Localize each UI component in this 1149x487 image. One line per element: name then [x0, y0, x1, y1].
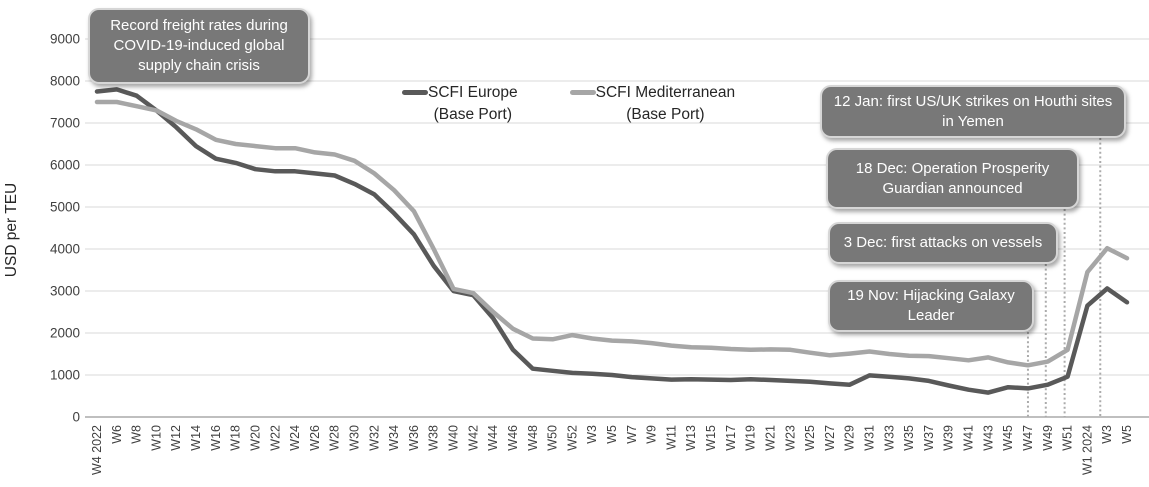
x-tick-label: W25 — [803, 425, 817, 451]
x-tick-label: W7 — [625, 425, 639, 444]
y-tick-label: 9000 — [50, 32, 80, 47]
legend: SCFI Europe (Base Port) SCFI Mediterrane… — [402, 82, 735, 127]
x-tick-label: W32 — [367, 425, 381, 451]
x-tick-label: W28 — [328, 425, 342, 451]
x-tick-label: W14 — [189, 425, 203, 451]
x-tick-label: W50 — [546, 425, 560, 451]
y-tick-label: 1000 — [50, 368, 80, 383]
x-tick-label: W18 — [229, 425, 243, 451]
x-tick-label: W3 — [1100, 425, 1114, 444]
x-tick-label: W15 — [704, 425, 718, 451]
legend-label-europe: SCFI Europe — [428, 84, 518, 101]
x-tick-label: W24 — [288, 425, 302, 451]
x-tick-label: W21 — [763, 425, 777, 451]
x-tick-label: W51 — [1061, 425, 1075, 451]
x-tick-label: W16 — [209, 425, 223, 451]
legend-entry-scfi-mediterranean: SCFI Mediterranean (Base Port) — [569, 82, 736, 127]
x-tick-label: W36 — [407, 425, 421, 451]
x-tick-label: W8 — [130, 425, 144, 444]
x-tick-label: W9 — [645, 425, 659, 444]
x-tick-label: W48 — [526, 425, 540, 451]
series-line-scfi-europe — [94, 87, 1130, 395]
x-tick-label: W17 — [724, 425, 738, 451]
legend-sublabel-europe: (Base Port) — [433, 106, 512, 124]
legend-entry-scfi-europe: SCFI Europe (Base Port) — [402, 82, 518, 127]
x-tick-label: W30 — [348, 425, 362, 451]
annotation-dec3-first-attacks: 3 Dec: first attacks on vessels — [828, 222, 1058, 264]
x-tick-label: W35 — [902, 425, 916, 451]
x-tick-label: W12 — [169, 425, 183, 451]
y-tick-label: 5000 — [50, 200, 80, 215]
x-tick-label: W26 — [308, 425, 322, 451]
x-tick-label: W44 — [486, 425, 500, 451]
x-tick-label: W20 — [248, 425, 262, 451]
x-tick-label: W3 — [585, 425, 599, 444]
x-tick-label: W34 — [387, 425, 401, 451]
x-tick-label: W41 — [962, 425, 976, 451]
annotation-nov19-hijacking: 19 Nov: Hijacking Galaxy Leader — [828, 280, 1034, 332]
x-tick-label: W47 — [1021, 425, 1035, 451]
x-tick-label: W5 — [1120, 425, 1134, 444]
y-tick-label: 3000 — [50, 284, 80, 299]
x-tick-label: W1 2024 — [1080, 425, 1094, 475]
y-tick-label: 8000 — [50, 74, 80, 89]
y-tick-label: 7000 — [50, 116, 80, 131]
x-tick-label: W23 — [783, 425, 797, 451]
x-tick-label: W52 — [565, 425, 579, 451]
x-tick-label: W10 — [149, 425, 163, 451]
series-line-scfi-mediterranean — [94, 99, 1130, 368]
x-tick-label: W19 — [744, 425, 758, 451]
x-tick-label: W31 — [863, 425, 877, 451]
x-tick-label: W37 — [922, 425, 936, 451]
europe-line-marker-icon — [402, 90, 428, 95]
x-tick-label: W29 — [843, 425, 857, 451]
legend-label-mediterranean: SCFI Mediterranean — [595, 84, 736, 101]
y-tick-label: 0 — [72, 410, 80, 425]
x-tick-label: W39 — [942, 425, 956, 451]
x-tick-label: W4 2022 — [90, 425, 104, 475]
y-tick-label: 6000 — [50, 158, 80, 173]
x-tick-label: W5 — [605, 425, 619, 444]
x-tick-label: W42 — [466, 425, 480, 451]
x-tick-label: W11 — [664, 425, 678, 450]
x-tick-label: W6 — [110, 425, 124, 444]
y-tick-label: 2000 — [50, 326, 80, 341]
annotation-dec18-prosperity-guardian: 18 Dec: Operation Prosperity Guardian an… — [826, 148, 1079, 209]
x-tick-label: W13 — [684, 425, 698, 451]
legend-sublabel-mediterranean: (Base Port) — [626, 106, 705, 124]
x-tick-label: W49 — [1041, 425, 1055, 451]
x-tick-label: W22 — [268, 425, 282, 451]
y-axis-title: USD per TEU — [3, 183, 20, 277]
mediterranean-line-marker-icon — [569, 90, 596, 95]
annotation-jan12-strikes: 12 Jan: first US/UK strikes on Houthi si… — [820, 85, 1126, 138]
x-tick-label: W33 — [882, 425, 896, 451]
x-tick-label: W43 — [981, 425, 995, 451]
x-tick-label: W27 — [823, 425, 837, 451]
x-tick-label: W45 — [1001, 425, 1015, 451]
x-tick-label: W38 — [427, 425, 441, 451]
y-tick-label: 4000 — [50, 242, 80, 257]
x-tick-label: W46 — [506, 425, 520, 451]
annotation-covid: Record freight rates during COVID-19-ind… — [88, 8, 310, 84]
x-tick-label: W40 — [447, 425, 461, 451]
